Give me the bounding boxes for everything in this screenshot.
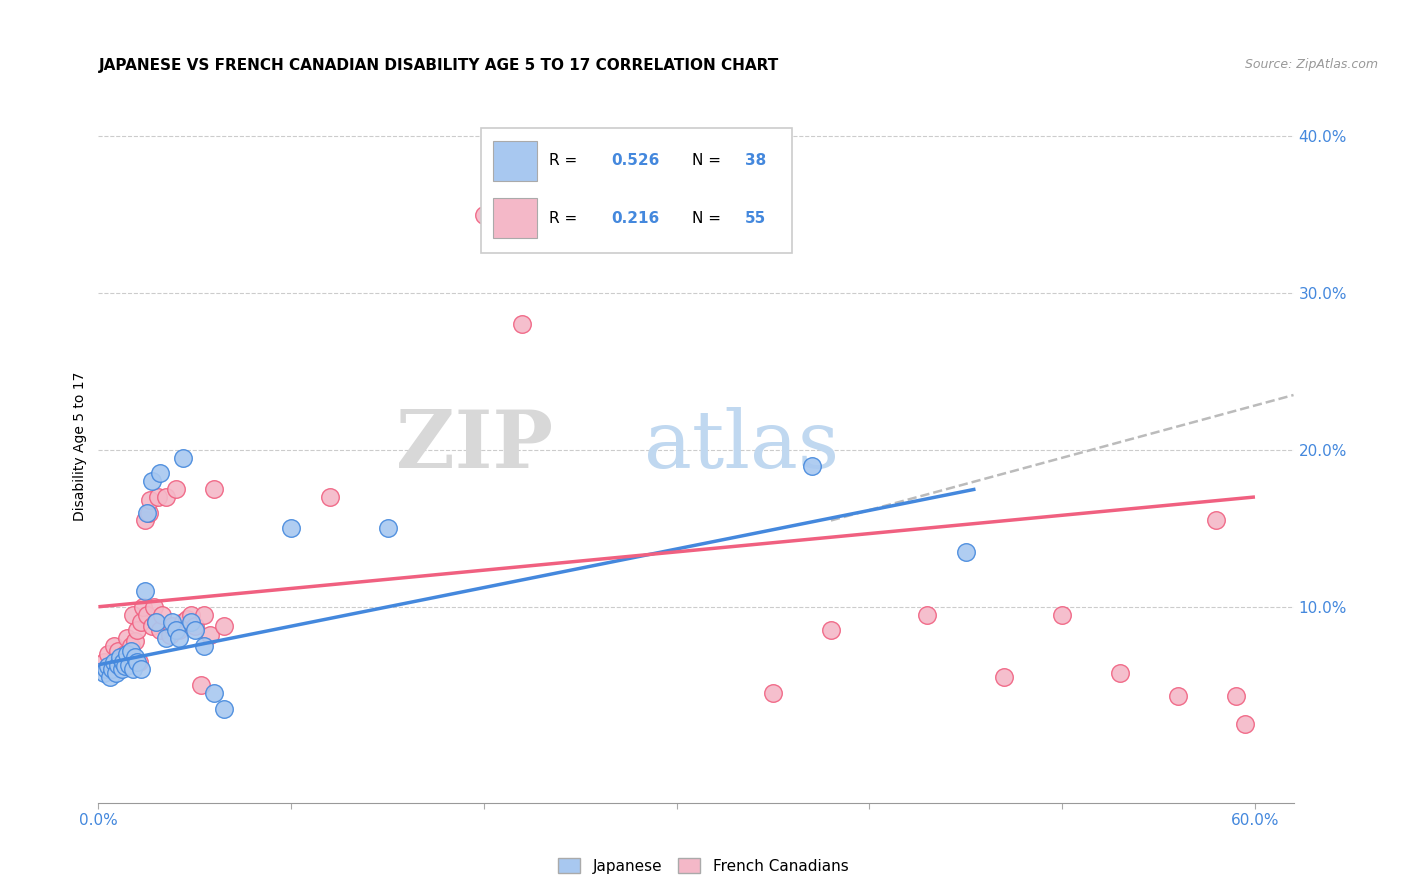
- Point: [155, 631, 177, 645]
- Point: [165, 482, 187, 496]
- Text: ZIP: ZIP: [395, 407, 553, 485]
- Legend: Japanese, French Canadians: Japanese, French Canadians: [551, 852, 855, 880]
- Point: [117, 647, 139, 661]
- Point: [472, 208, 495, 222]
- Point: [180, 607, 202, 622]
- Point: [108, 649, 131, 664]
- Point: [120, 643, 142, 657]
- Point: [160, 618, 183, 632]
- Point: [125, 655, 148, 669]
- Point: [149, 467, 172, 481]
- Text: JAPANESE VS FRENCH CANADIAN DISABILITY AGE 5 TO 17 CORRELATION CHART: JAPANESE VS FRENCH CANADIAN DISABILITY A…: [98, 58, 779, 73]
- Point: [129, 615, 152, 630]
- Point: [212, 702, 235, 716]
- Point: [165, 624, 187, 638]
- Point: [101, 663, 124, 677]
- Point: [190, 678, 212, 692]
- Point: [200, 628, 222, 642]
- Point: [212, 618, 235, 632]
- Point: [138, 506, 160, 520]
- Point: [101, 663, 124, 677]
- Point: [172, 450, 194, 465]
- Point: [180, 615, 202, 630]
- Point: [512, 318, 534, 332]
- Point: [97, 647, 120, 661]
- Point: [1109, 665, 1132, 680]
- Point: [141, 618, 163, 632]
- Point: [94, 663, 117, 677]
- Point: [97, 659, 120, 673]
- Point: [128, 655, 150, 669]
- Point: [993, 670, 1015, 684]
- Point: [122, 607, 145, 622]
- Point: [112, 657, 135, 672]
- Point: [124, 634, 146, 648]
- Point: [176, 612, 198, 626]
- Point: [118, 655, 141, 669]
- Point: [117, 631, 139, 645]
- Point: [1234, 717, 1257, 731]
- Point: [148, 490, 170, 504]
- Point: [150, 607, 173, 622]
- Point: [135, 506, 157, 520]
- Point: [103, 655, 125, 669]
- Point: [108, 655, 131, 669]
- Point: [202, 482, 225, 496]
- Text: Source: ZipAtlas.com: Source: ZipAtlas.com: [1244, 58, 1378, 71]
- Point: [145, 615, 167, 630]
- Point: [1050, 607, 1073, 622]
- Y-axis label: Disability Age 5 to 17: Disability Age 5 to 17: [73, 371, 87, 521]
- Point: [98, 670, 121, 684]
- Point: [104, 665, 127, 680]
- Point: [114, 647, 136, 661]
- Point: [202, 686, 225, 700]
- Point: [377, 521, 399, 535]
- Point: [800, 458, 823, 473]
- Point: [280, 521, 302, 535]
- Point: [129, 663, 152, 677]
- Point: [120, 639, 142, 653]
- Point: [134, 584, 156, 599]
- Point: [103, 639, 125, 653]
- Point: [107, 657, 129, 672]
- Point: [762, 686, 785, 700]
- Text: atlas: atlas: [644, 407, 839, 485]
- Point: [93, 665, 115, 680]
- Point: [122, 663, 145, 677]
- Point: [107, 643, 129, 657]
- Point: [160, 615, 183, 630]
- Point: [125, 624, 148, 638]
- Point: [143, 599, 166, 614]
- Point: [193, 607, 215, 622]
- Point: [112, 655, 135, 669]
- Point: [820, 624, 842, 638]
- Point: [184, 618, 207, 632]
- Point: [134, 514, 156, 528]
- Point: [1167, 689, 1189, 703]
- Point: [124, 649, 146, 664]
- Point: [145, 615, 167, 630]
- Point: [1205, 514, 1227, 528]
- Point: [93, 655, 115, 669]
- Point: [917, 607, 939, 622]
- Point: [159, 628, 181, 642]
- Point: [184, 624, 207, 638]
- Point: [169, 631, 191, 645]
- Point: [1225, 689, 1247, 703]
- Point: [132, 599, 155, 614]
- Point: [139, 493, 162, 508]
- Point: [110, 663, 132, 677]
- Point: [118, 657, 141, 672]
- Point: [193, 639, 215, 653]
- Point: [319, 490, 342, 504]
- Point: [149, 624, 172, 638]
- Point: [135, 607, 157, 622]
- Point: [172, 615, 194, 630]
- Point: [141, 475, 163, 489]
- Point: [169, 624, 191, 638]
- Point: [114, 659, 136, 673]
- Point: [155, 490, 177, 504]
- Point: [110, 649, 132, 664]
- Point: [955, 545, 977, 559]
